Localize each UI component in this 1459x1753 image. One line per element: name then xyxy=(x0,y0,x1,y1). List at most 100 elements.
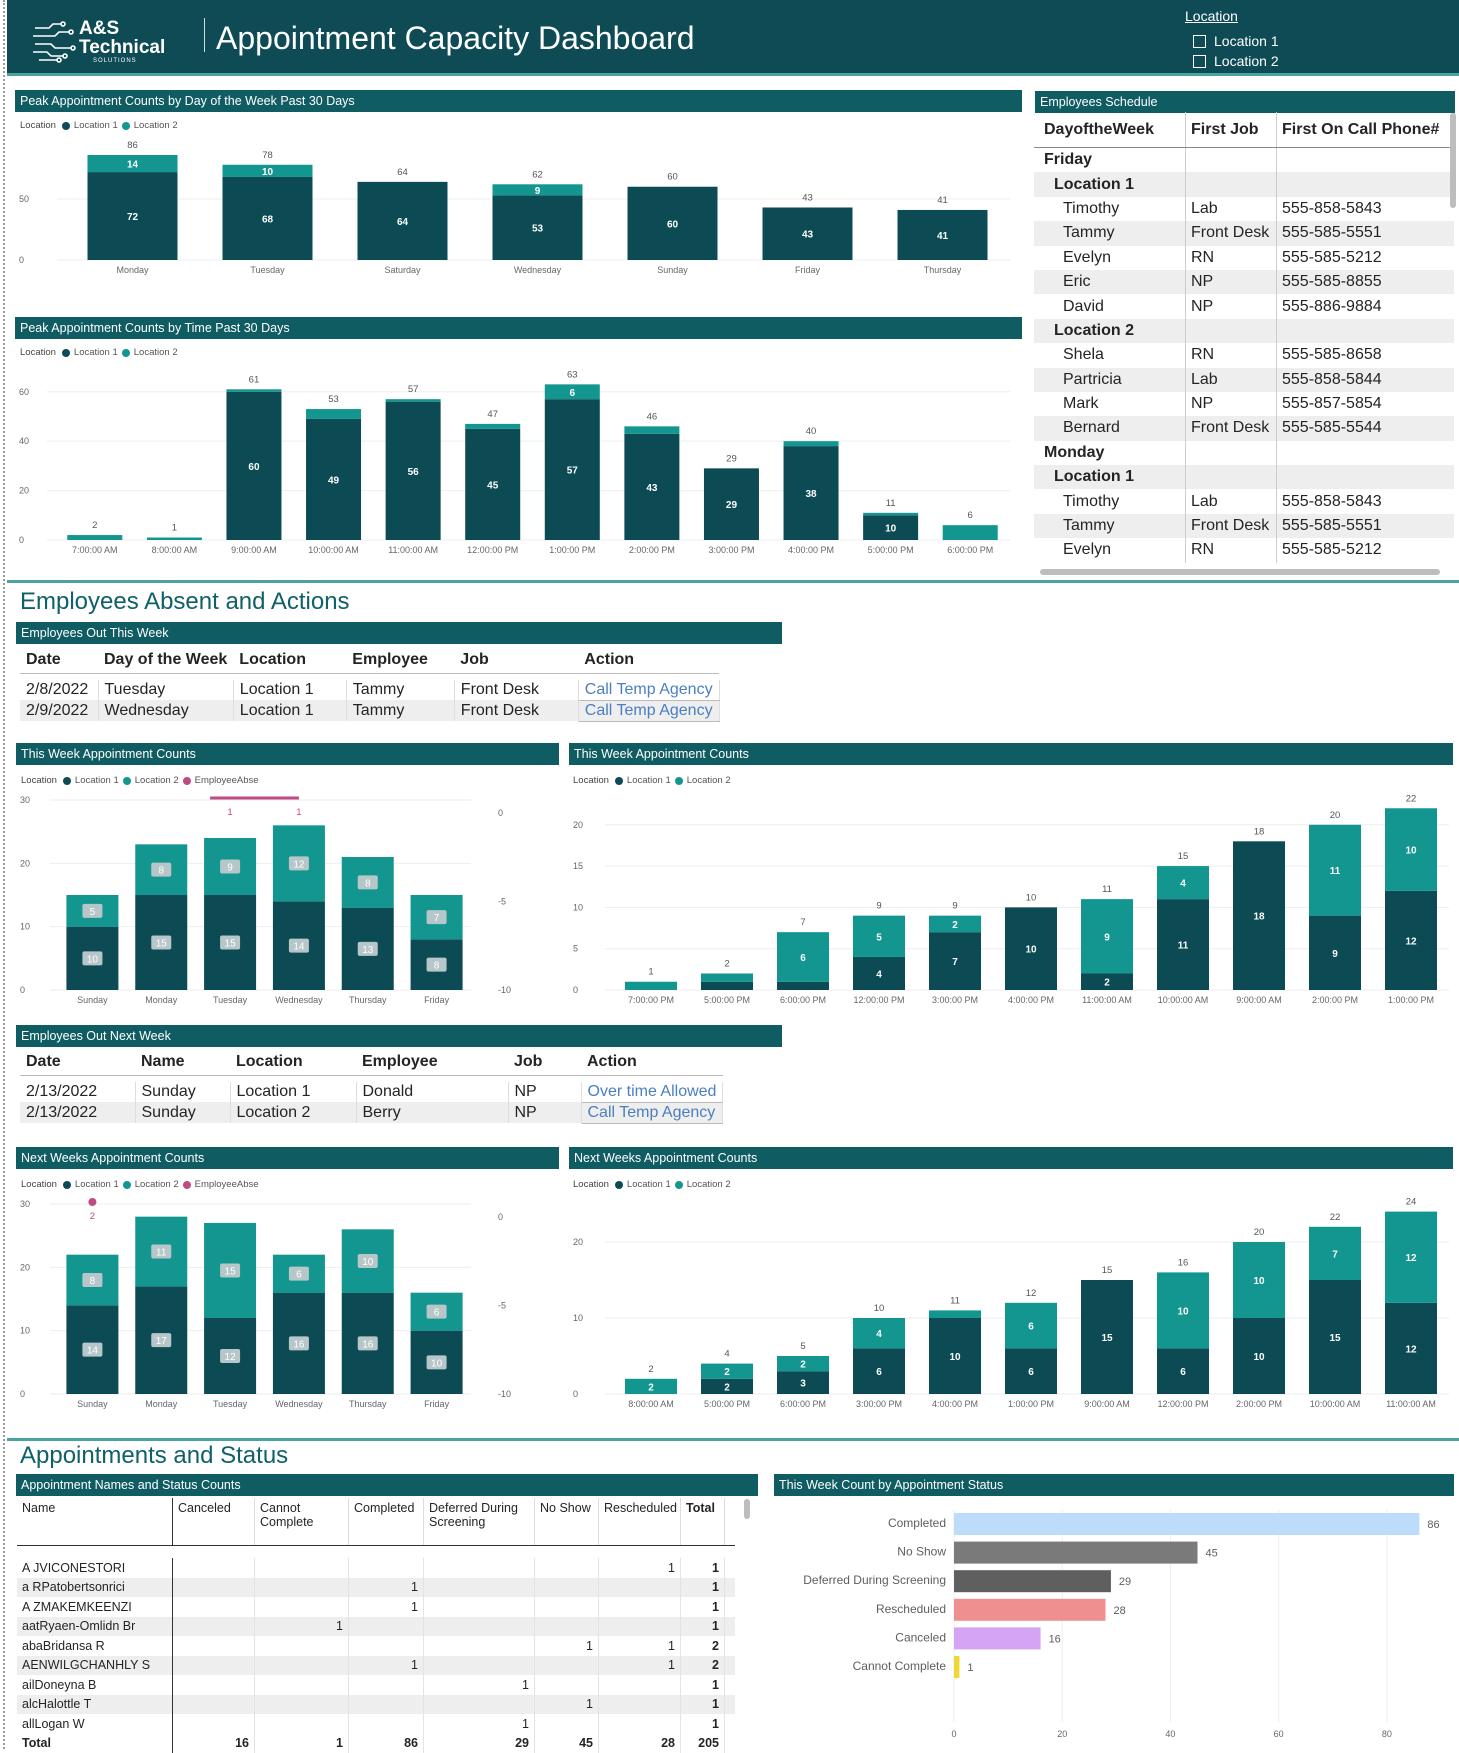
data-label: 6 xyxy=(570,388,576,399)
x-tick-label: 8:00:00 AM xyxy=(628,1399,674,1409)
x-tick-label: Monday xyxy=(145,995,178,1005)
checkbox-icon[interactable] xyxy=(1193,35,1206,48)
total-label: 2 xyxy=(648,1364,653,1375)
data-label: 68 xyxy=(262,214,274,225)
x-tick-label: Monday xyxy=(116,265,149,275)
schedule-scrollbar-h[interactable] xyxy=(1040,569,1440,575)
action-link[interactable]: Call Temp Agency xyxy=(581,1102,723,1123)
column-header[interactable]: Location xyxy=(230,1049,356,1076)
column-header[interactable]: Action xyxy=(578,647,719,674)
x-tick-label: 5:00:00 PM xyxy=(704,995,750,1005)
col-dayoftheweek[interactable]: DayoftheWeek xyxy=(1034,121,1185,139)
employees-schedule-table[interactable]: DayoftheWeek First Job First On Call Pho… xyxy=(1034,112,1454,570)
y-tick-label: 20 xyxy=(20,1262,30,1272)
data-label: 12 xyxy=(1405,1253,1417,1264)
column-header[interactable]: Employee xyxy=(356,1049,508,1076)
column-header[interactable]: Canceled xyxy=(173,1498,255,1545)
location-2-option[interactable]: Location 2 xyxy=(1193,51,1279,71)
data-label: 43 xyxy=(802,230,814,241)
x-tick-label: 11:00:00 AM xyxy=(1082,995,1132,1005)
status-scrollbar[interactable] xyxy=(744,1499,750,1519)
column-header[interactable]: Day of the Week xyxy=(98,647,233,674)
data-label: 7 xyxy=(952,957,958,968)
data-label: 7 xyxy=(434,913,440,924)
next-week-day-title: Next Weeks Appointment Counts xyxy=(16,1147,559,1169)
data-label: 15 xyxy=(1101,1333,1113,1344)
schedule-row[interactable]: Monday xyxy=(1034,441,1454,465)
total-label: 9 xyxy=(952,901,957,912)
total-label: 11 xyxy=(1102,884,1112,895)
total-label: 15 xyxy=(1102,1265,1113,1276)
action-link[interactable]: Over time Allowed xyxy=(581,1082,723,1103)
column-header[interactable]: Job xyxy=(454,647,578,674)
column-header[interactable]: Rescheduled xyxy=(599,1498,681,1545)
column-header[interactable]: Cannot Complete xyxy=(255,1498,349,1545)
schedule-scrollbar-v[interactable] xyxy=(1450,113,1456,208)
checkbox-icon[interactable] xyxy=(1193,55,1206,68)
location-1-option[interactable]: Location 1 xyxy=(1193,31,1279,51)
action-link[interactable]: Call Temp Agency xyxy=(578,680,719,701)
data-label: 4 xyxy=(876,1329,882,1340)
column-header[interactable]: Date xyxy=(20,647,98,674)
data-label: 14 xyxy=(127,160,139,171)
value-label: 1 xyxy=(967,1662,973,1674)
location-slicer[interactable]: Location Location 1 Location 2 xyxy=(1185,8,1279,71)
column-header[interactable]: Employee xyxy=(346,647,454,674)
data-label: 9 xyxy=(227,863,233,874)
x-tick-label: 6:00:00 PM xyxy=(780,1399,826,1409)
schedule-row[interactable]: Location 2 xyxy=(1034,319,1454,343)
column-header[interactable]: Name xyxy=(17,1498,173,1545)
column-header[interactable]: Job xyxy=(508,1049,581,1076)
peak-day-chart: 050721486Monday681078Tuesday6464Saturday… xyxy=(15,134,1022,310)
data-label: 60 xyxy=(248,462,260,473)
column-header[interactable]: Date xyxy=(20,1049,135,1076)
total-label: 53 xyxy=(328,394,339,405)
x-tick-label: 6:00:00 PM xyxy=(947,545,993,555)
action-link[interactable]: Call Temp Agency xyxy=(578,700,719,721)
col-first-job[interactable]: First Job xyxy=(1185,112,1276,147)
column-header[interactable]: Deferred During Screening xyxy=(424,1498,535,1545)
col-phone[interactable]: First On Call Phone# xyxy=(1276,112,1446,147)
y2-tick-label: 0 xyxy=(498,808,503,818)
column-header[interactable]: Action xyxy=(581,1049,723,1076)
column-header[interactable]: No Show xyxy=(535,1498,599,1545)
schedule-row[interactable]: Friday xyxy=(1034,148,1454,172)
column-header[interactable]: Completed xyxy=(349,1498,424,1545)
column-header[interactable]: Name xyxy=(135,1049,230,1076)
column-header[interactable]: Location xyxy=(233,647,346,674)
x-tick-label: 4:00:00 PM xyxy=(932,1399,978,1409)
logo-subtext: SOLUTIONS xyxy=(93,58,137,64)
data-label: 5 xyxy=(90,907,96,918)
column-header[interactable]: Total xyxy=(681,1498,725,1545)
schedule-row[interactable]: Location 1 xyxy=(1034,465,1454,489)
schedule-row[interactable]: Location 1 xyxy=(1034,172,1454,196)
